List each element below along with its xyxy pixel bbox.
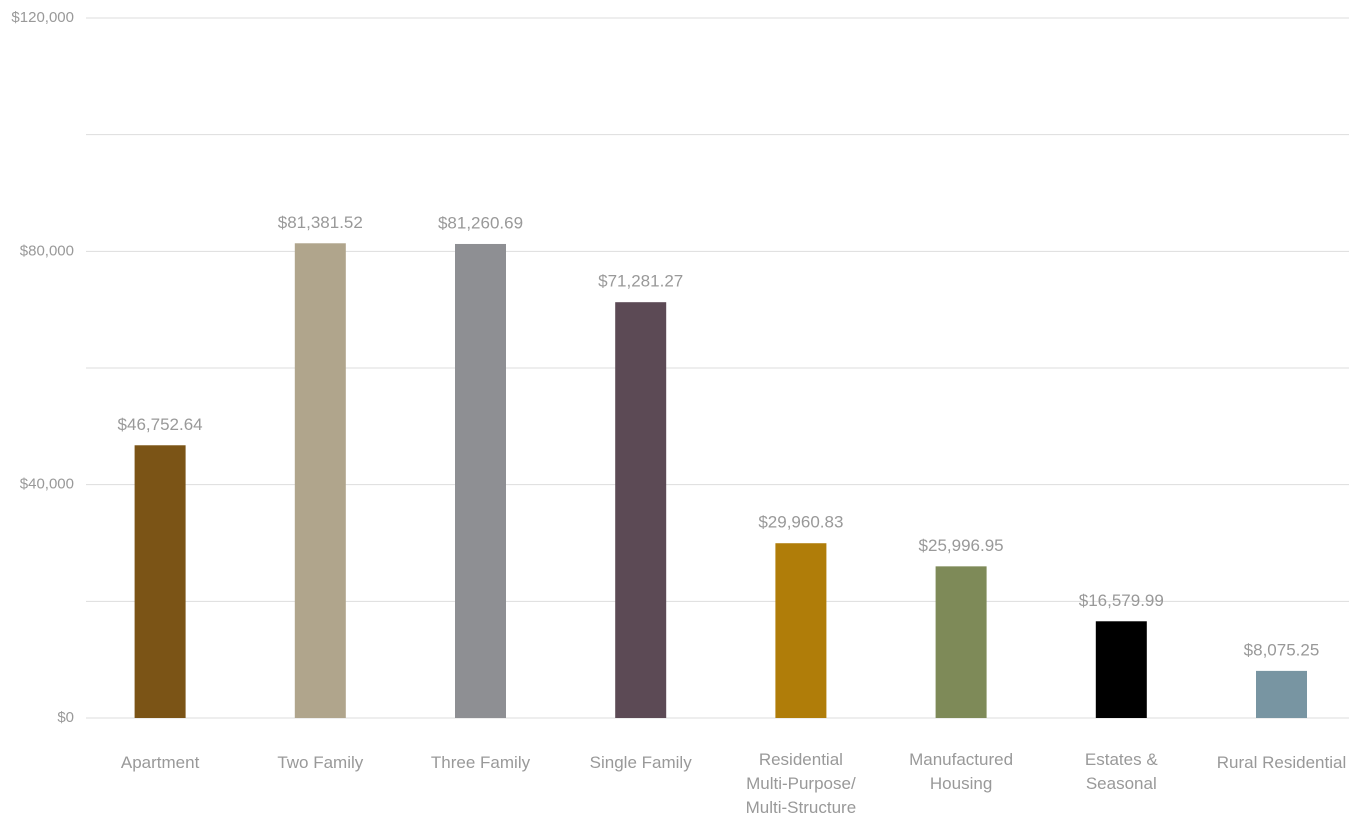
value-label: $81,381.52 — [278, 213, 363, 232]
x-tick-label: Manufactured Housing — [881, 748, 1041, 796]
bar — [455, 244, 506, 718]
value-label: $29,960.83 — [758, 513, 843, 532]
y-tick-label: $0 — [57, 709, 74, 726]
value-label: $81,260.69 — [438, 213, 523, 232]
x-tick-label: Rural Residential — [1202, 751, 1349, 775]
bar — [135, 445, 186, 718]
bar — [1096, 621, 1147, 718]
value-label: $25,996.95 — [919, 536, 1004, 555]
y-tick-label: $120,000 — [11, 9, 74, 26]
x-tick-label: Two Family — [240, 751, 400, 775]
x-tick-label: Residential Multi-Purpose/ Multi-Structu… — [721, 748, 881, 820]
value-label: $46,752.64 — [118, 415, 203, 434]
bar — [936, 566, 987, 718]
x-tick-label: Single Family — [561, 751, 721, 775]
bar — [775, 543, 826, 718]
bar — [295, 243, 346, 718]
value-label: $71,281.27 — [598, 272, 683, 291]
x-tick-label: Apartment — [80, 751, 240, 775]
value-label: $8,075.25 — [1244, 640, 1320, 659]
bar — [1256, 671, 1307, 718]
x-tick-label: Three Family — [401, 751, 561, 775]
x-tick-label: Estates & Seasonal — [1041, 748, 1201, 796]
y-tick-label: $40,000 — [20, 476, 74, 493]
bar — [615, 302, 666, 718]
y-tick-label: $80,000 — [20, 242, 74, 259]
value-label: $16,579.99 — [1079, 591, 1164, 610]
